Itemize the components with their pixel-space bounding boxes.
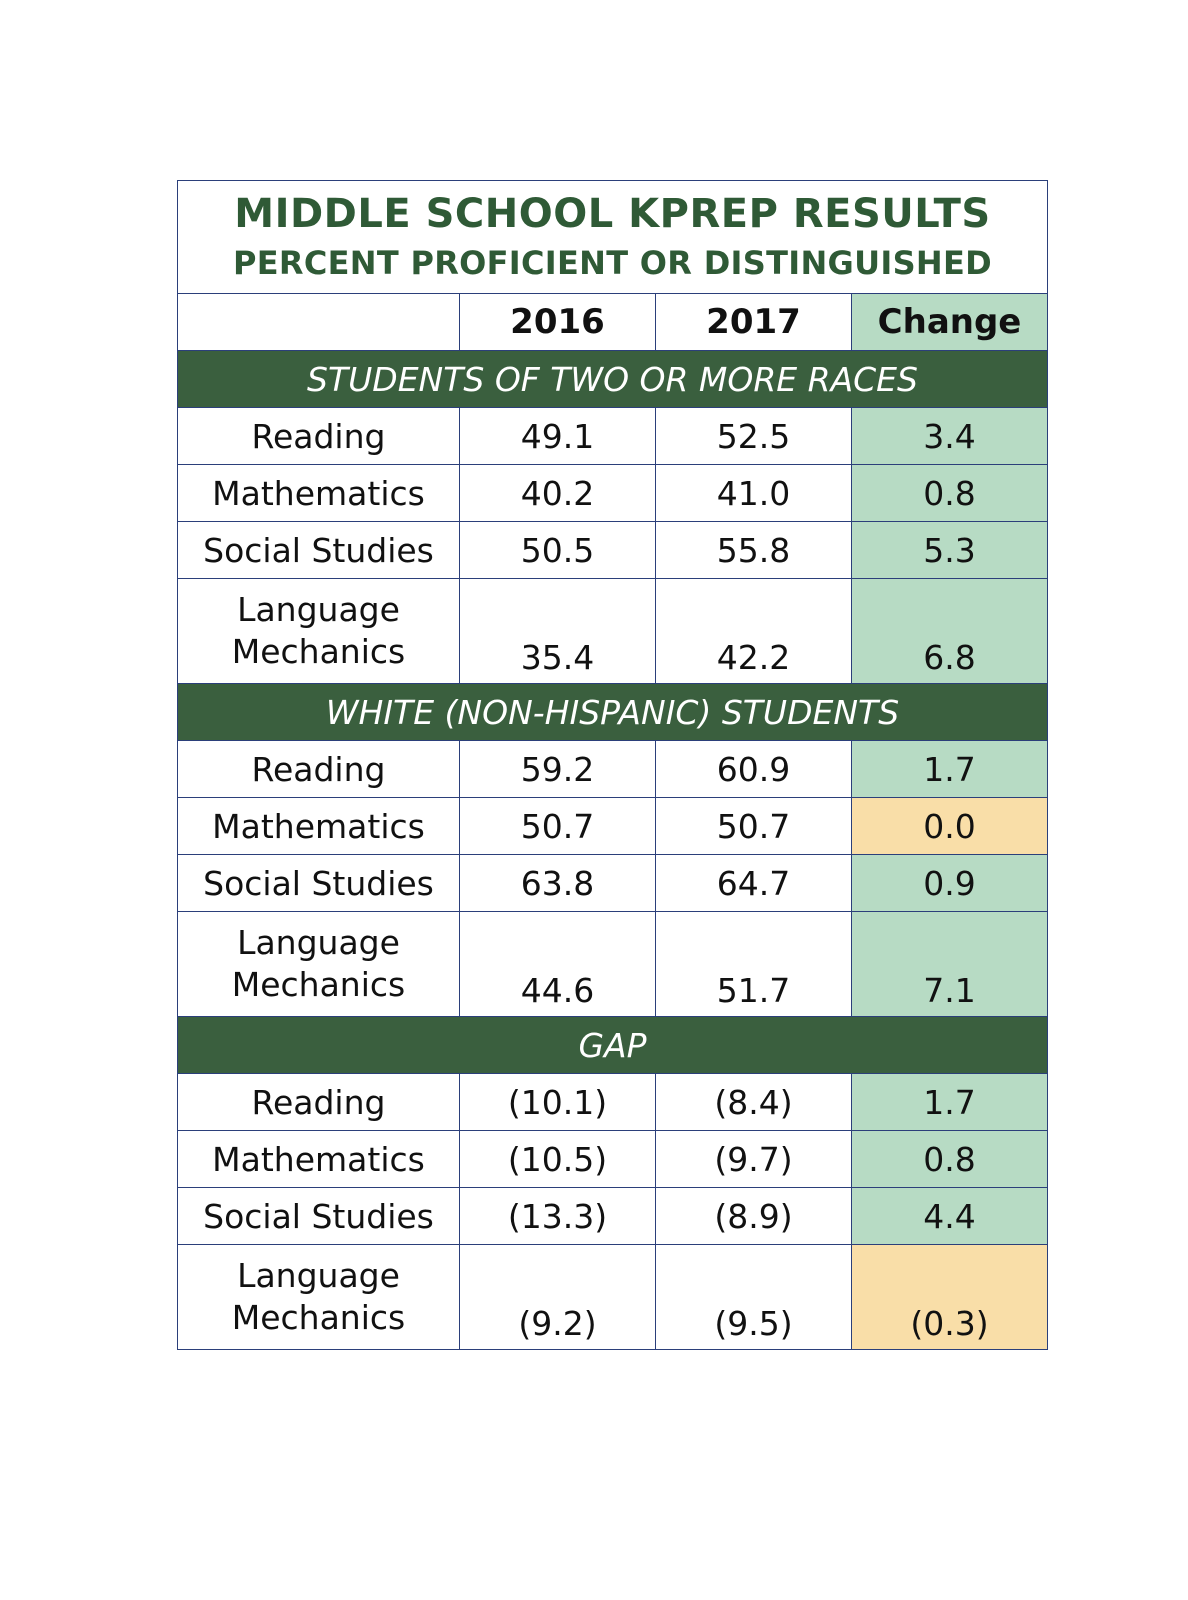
change-cell: 0.0	[850, 797, 1049, 855]
value-2016-cell: 59.2	[459, 740, 656, 798]
table-subtitle: PERCENT PROFICIENT OR DISTINGUISHED	[233, 244, 993, 282]
table-row: Mathematics (10.5) (9.7) 0.8	[177, 1130, 1049, 1188]
subject-cell: Social Studies	[177, 1187, 460, 1245]
subject-cell: Mathematics	[177, 1130, 460, 1188]
value-2017-cell: 50.7	[655, 797, 852, 855]
subject-cell: Social Studies	[177, 854, 460, 912]
value-2016-cell: (13.3)	[459, 1187, 656, 1245]
table-row: Social Studies (13.3) (8.9) 4.4	[177, 1187, 1049, 1245]
value-2017-cell: 64.7	[655, 854, 852, 912]
header-change: Change	[850, 293, 1049, 351]
change-cell: 6.8	[850, 578, 1049, 684]
subject-cell: Reading	[177, 1073, 460, 1131]
section-header-row: STUDENTS OF TWO OR MORE RACES	[176, 350, 1049, 408]
value-2016-cell: 63.8	[459, 854, 656, 912]
change-cell: 3.4	[850, 407, 1049, 465]
value-2016-cell: (9.2)	[459, 1244, 656, 1350]
change-cell: 7.1	[850, 911, 1049, 1017]
value-2017-cell: 42.2	[655, 578, 852, 684]
subject-cell: Reading	[177, 407, 460, 465]
header-row: 2016 2017 Change	[177, 293, 1049, 351]
table-title: MIDDLE SCHOOL KPREP RESULTS	[234, 191, 991, 237]
value-2017-cell: 52.5	[655, 407, 852, 465]
table-row: Mathematics 40.2 41.0 0.8	[177, 464, 1049, 522]
value-2017-cell: 55.8	[655, 521, 852, 579]
subject-cell: Language Mechanics	[177, 578, 460, 684]
value-2017-cell: (8.9)	[655, 1187, 852, 1245]
table-row: Social Studies 63.8 64.7 0.9	[177, 854, 1049, 912]
value-2016-cell: (10.1)	[459, 1073, 656, 1131]
subject-cell: Social Studies	[177, 521, 460, 579]
table-row: Reading (10.1) (8.4) 1.7	[177, 1073, 1049, 1131]
table-row: Social Studies 50.5 55.8 5.3	[177, 521, 1049, 579]
change-cell: 5.3	[850, 521, 1049, 579]
change-cell: 1.7	[850, 1073, 1049, 1131]
value-2016-cell: 50.7	[459, 797, 656, 855]
table-row: Mathematics 50.7 50.7 0.0	[177, 797, 1049, 855]
value-2017-cell: (9.5)	[655, 1244, 852, 1350]
kprep-results-table: MIDDLE SCHOOL KPREP RESULTS PERCENT PROF…	[176, 180, 1049, 1350]
section-title: WHITE (NON-HISPANIC) STUDENTS	[176, 683, 1049, 741]
table-row: Reading 49.1 52.5 3.4	[177, 407, 1049, 465]
title-cell: MIDDLE SCHOOL KPREP RESULTS PERCENT PROF…	[176, 180, 1049, 294]
change-cell: 4.4	[850, 1187, 1049, 1245]
value-2016-cell: 49.1	[459, 407, 656, 465]
value-2017-cell: (9.7)	[655, 1130, 852, 1188]
subject-cell: Language Mechanics	[177, 911, 460, 1017]
subject-cell: Reading	[177, 740, 460, 798]
value-2016-cell: 40.2	[459, 464, 656, 522]
header-2016: 2016	[459, 293, 656, 351]
change-cell: 1.7	[850, 740, 1049, 798]
value-2017-cell: 41.0	[655, 464, 852, 522]
header-blank	[177, 293, 460, 351]
section-header-row: WHITE (NON-HISPANIC) STUDENTS	[176, 683, 1049, 741]
change-cell: (0.3)	[850, 1244, 1049, 1350]
table-row: Reading 59.2 60.9 1.7	[177, 740, 1049, 798]
section-title: GAP	[176, 1016, 1049, 1074]
section-title: STUDENTS OF TWO OR MORE RACES	[176, 350, 1049, 408]
change-cell: 0.8	[850, 464, 1049, 522]
value-2017-cell: (8.4)	[655, 1073, 852, 1131]
table-row: Language Mechanics 44.6 51.7 7.1	[177, 911, 1049, 1017]
section-header-row: GAP	[176, 1016, 1049, 1074]
header-2017: 2017	[655, 293, 852, 351]
value-2017-cell: 60.9	[655, 740, 852, 798]
change-cell: 0.9	[850, 854, 1049, 912]
value-2016-cell: 35.4	[459, 578, 656, 684]
value-2017-cell: 51.7	[655, 911, 852, 1017]
subject-cell: Mathematics	[177, 797, 460, 855]
table-row: Language Mechanics (9.2) (9.5) (0.3)	[177, 1244, 1049, 1350]
change-cell: 0.8	[850, 1130, 1049, 1188]
value-2016-cell: (10.5)	[459, 1130, 656, 1188]
title-row: MIDDLE SCHOOL KPREP RESULTS PERCENT PROF…	[176, 180, 1049, 294]
table-row: Language Mechanics 35.4 42.2 6.8	[177, 578, 1049, 684]
subject-cell: Language Mechanics	[177, 1244, 460, 1350]
subject-cell: Mathematics	[177, 464, 460, 522]
value-2016-cell: 50.5	[459, 521, 656, 579]
value-2016-cell: 44.6	[459, 911, 656, 1017]
